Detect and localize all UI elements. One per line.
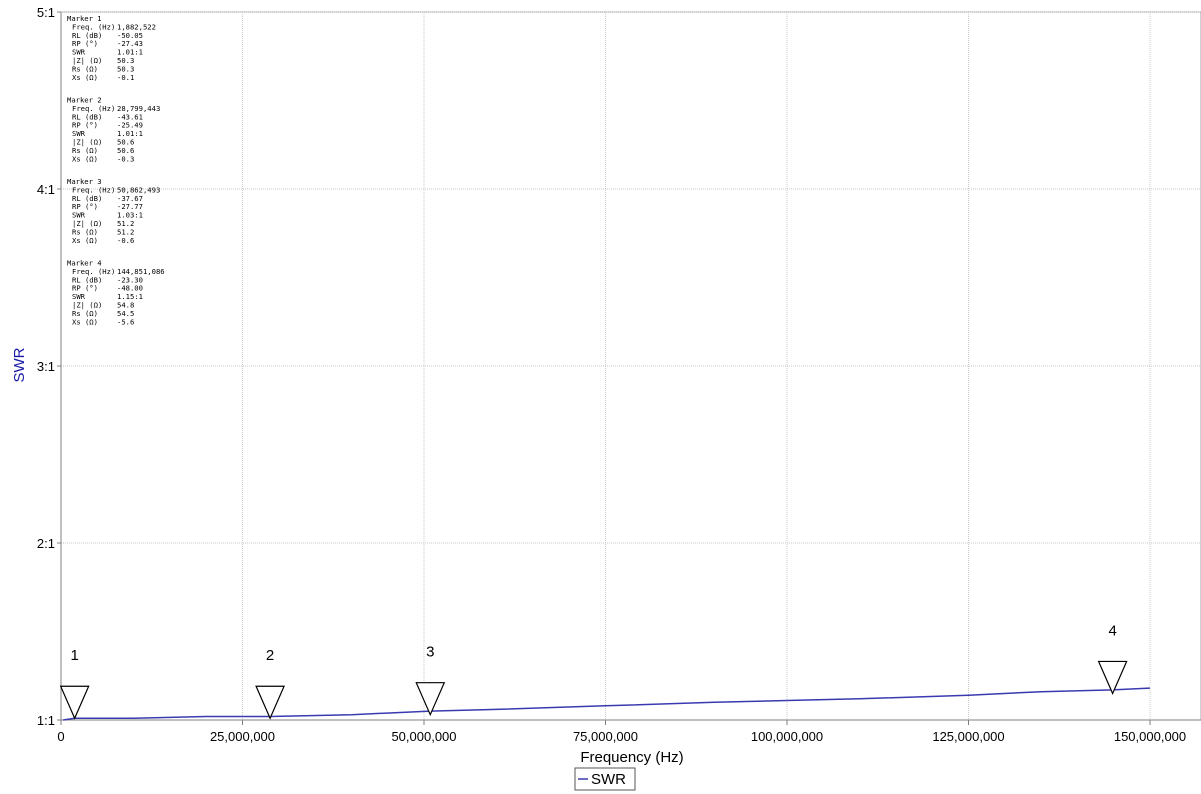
- marker-table-label: |Z| (Ω): [72, 138, 102, 147]
- marker-table-value: 50,862,493: [117, 185, 160, 194]
- grid: [61, 11, 1201, 720]
- x-tick-label: 150,000,000: [1114, 729, 1186, 744]
- marker-table-value: 1,882,522: [117, 22, 156, 31]
- marker-table-value: -5.6: [117, 317, 134, 326]
- x-tick-label: 125,000,000: [932, 729, 1004, 744]
- marker-table-value: -0.1: [117, 73, 134, 82]
- marker-table-label: |Z| (Ω): [72, 219, 102, 228]
- series-line-swr: [63, 687, 1151, 721]
- marker-table-label: Xs (Ω): [72, 154, 98, 163]
- marker-table-value: -23.30: [117, 275, 143, 284]
- marker-table-label: Freq. (Hz): [72, 104, 115, 113]
- marker-table-value: -50.05: [117, 31, 143, 40]
- marker-table-label: Freq. (Hz): [72, 185, 115, 194]
- marker-table-value: 50.6: [117, 138, 134, 147]
- marker-table-value: -0.6: [117, 236, 134, 245]
- marker-table-label: SWR: [72, 292, 86, 301]
- marker-table-label: Xs (Ω): [72, 73, 98, 82]
- marker-2-triangle[interactable]: [255, 685, 286, 720]
- marker-1-triangle[interactable]: [59, 685, 90, 720]
- x-tick-label: 75,000,000: [573, 729, 638, 744]
- marker-table-value: -25.49: [117, 121, 143, 130]
- marker-table-header: Marker 4: [67, 259, 102, 268]
- marker-table-header: Marker 2: [67, 96, 102, 105]
- marker-1-number: 1: [70, 647, 78, 664]
- marker-table-value: -0.3: [117, 154, 134, 163]
- marker-table-value: 54.5: [117, 309, 134, 318]
- marker-table-label: RL (dB): [72, 275, 102, 284]
- marker-table-label: RP (°): [72, 284, 98, 293]
- marker-table-label: Freq. (Hz): [72, 267, 115, 276]
- marker-table-value: 51.2: [117, 219, 134, 228]
- marker-table-label: Rs (Ω): [72, 227, 98, 236]
- marker-table-label: Rs (Ω): [72, 309, 98, 318]
- y-tick-label: 2:1: [37, 536, 55, 551]
- marker-4-triangle[interactable]: [1097, 660, 1128, 695]
- legend[interactable]: SWR: [574, 767, 636, 791]
- x-tick-label: 100,000,000: [751, 729, 823, 744]
- y-axis: 1:1 2:1 3:1 4:1 5:1: [37, 5, 62, 728]
- marker-3-number: 3: [426, 644, 434, 661]
- marker-table-label: Freq. (Hz): [72, 22, 115, 31]
- marker-table-label: RL (dB): [72, 31, 102, 40]
- marker-4-number: 4: [1108, 622, 1116, 639]
- y-tick-label: 5:1: [37, 5, 55, 20]
- legend-box: [574, 767, 636, 791]
- marker-table-value: -48.00: [117, 284, 143, 293]
- marker-table-label: RP (°): [72, 121, 98, 130]
- marker-table-value: 50.3: [117, 56, 134, 65]
- marker-table-value: 54.8: [117, 301, 134, 310]
- y-tick-label: 4:1: [37, 182, 55, 197]
- markers-layer: 1 2 3 4: [59, 622, 1128, 720]
- marker-table-label: RP (°): [72, 202, 98, 211]
- marker-table-label: |Z| (Ω): [72, 56, 102, 65]
- marker-table-value: 28,799,443: [117, 104, 160, 113]
- marker-table-label: RP (°): [72, 39, 98, 48]
- x-axis: 0 25,000,000 50,000,000 75,000,000 100,000,0…: [57, 719, 1201, 744]
- marker-table-label: RL (dB): [72, 112, 102, 121]
- x-tick-label: 0: [57, 729, 64, 744]
- marker-table-label: SWR: [72, 211, 86, 220]
- marker-table-value: 1.01:1: [117, 129, 143, 138]
- series-layer: [63, 687, 1151, 721]
- marker-table-label: Xs (Ω): [72, 317, 98, 326]
- marker-table-label: Rs (Ω): [72, 146, 98, 155]
- marker-table-label: SWR: [72, 48, 86, 57]
- marker-table-label: |Z| (Ω): [72, 301, 102, 310]
- marker-table-label: Xs (Ω): [72, 236, 98, 245]
- marker-table-value: 144,851,086: [117, 267, 165, 276]
- y-tick-label: 1:1: [37, 713, 55, 728]
- marker-table-value: -37.67: [117, 194, 143, 203]
- marker-table-value: 50.6: [117, 146, 134, 155]
- marker-2-number: 2: [266, 647, 274, 664]
- marker-table-value: 1.15:1: [117, 292, 143, 301]
- marker-table-value: 51.2: [117, 227, 134, 236]
- marker-table-label: Rs (Ω): [72, 64, 98, 73]
- marker-table-value: -43.61: [117, 112, 143, 121]
- marker-table-value: 50.3: [117, 64, 134, 73]
- marker-table-value: 1.03:1: [117, 211, 143, 220]
- legend-entry: SWR: [591, 771, 626, 788]
- x-axis-title: Frequency (Hz): [580, 749, 683, 766]
- marker-table-value: -27.43: [117, 39, 143, 48]
- y-tick-label: 3:1: [37, 359, 55, 374]
- marker-3-triangle[interactable]: [415, 682, 446, 717]
- y-axis-title: SWR: [11, 347, 28, 382]
- marker-table-value: -27.77: [117, 202, 143, 211]
- x-tick-label: 50,000,000: [391, 729, 456, 744]
- marker-table-value: 1.01:1: [117, 48, 143, 57]
- marker-table-label: SWR: [72, 129, 86, 138]
- marker-table-header: Marker 3: [67, 177, 102, 186]
- x-tick-label: 25,000,000: [210, 729, 275, 744]
- marker-table-label: RL (dB): [72, 194, 102, 203]
- marker-table-header: Marker 1: [67, 14, 102, 23]
